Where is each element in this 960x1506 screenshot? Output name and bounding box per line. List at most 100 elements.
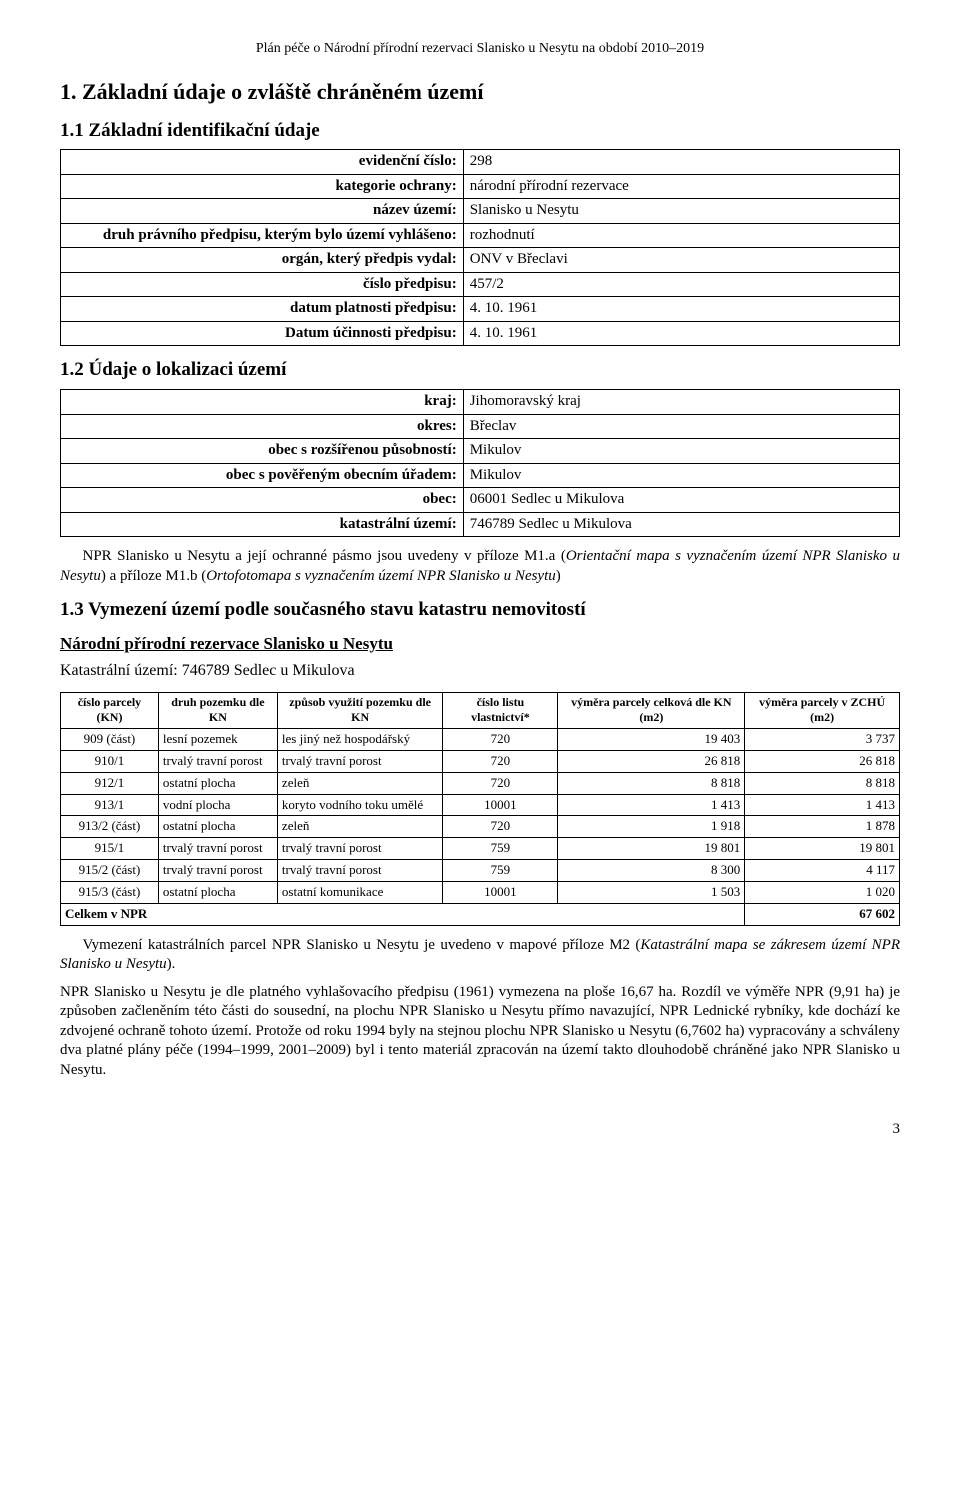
cell: vodní plocha xyxy=(158,794,277,816)
cell: 913/2 (část) xyxy=(61,816,159,838)
kv-value: 06001 Sedlec u Mikulova xyxy=(463,488,899,513)
paragraph-1-3-b: NPR Slanisko u Nesytu je dle platného vy… xyxy=(60,983,900,1081)
kv-key: okres: xyxy=(61,414,464,439)
table-row: orgán, který předpis vydal:ONV v Břeclav… xyxy=(61,248,900,273)
th-usage: způsob využití pozemku dle KN xyxy=(277,692,442,728)
kv-value: 457/2 xyxy=(463,272,899,297)
table-row: 913/1vodní plochakoryto vodního toku umě… xyxy=(61,794,900,816)
kv-value: Slanisko u Nesytu xyxy=(463,199,899,224)
paragraph-1-3-a: Vymezení katastrálních parcel NPR Slanis… xyxy=(60,936,900,975)
kv-value: národní přírodní rezervace xyxy=(463,174,899,199)
cell: 720 xyxy=(443,728,558,750)
table-identification: evidenční číslo:298kategorie ochrany:nár… xyxy=(60,149,900,346)
table-row: obec s pověřeným obecním úřadem:Mikulov xyxy=(61,463,900,488)
table-row: datum platnosti předpisu:4. 10. 1961 xyxy=(61,297,900,322)
section-1-title: 1. Základní údaje o zvláště chráněném úz… xyxy=(60,78,900,107)
th-area-zchu: výměra parcely v ZCHÚ (m2) xyxy=(745,692,900,728)
p12-text-d: Ortofotomapa s vyznačením území NPR Slan… xyxy=(206,568,556,584)
table-row: Datum účinnosti předpisu:4. 10. 1961 xyxy=(61,321,900,346)
cell: 910/1 xyxy=(61,750,159,772)
cell: zeleň xyxy=(277,772,442,794)
cell: 913/1 xyxy=(61,794,159,816)
table-row: kraj:Jihomoravský kraj xyxy=(61,390,900,415)
cell: trvalý travní porost xyxy=(277,750,442,772)
cell: 4 117 xyxy=(745,860,900,882)
cell: trvalý travní porost xyxy=(158,860,277,882)
table-row: 915/1trvalý travní porosttrvalý travní p… xyxy=(61,838,900,860)
cell: 909 (část) xyxy=(61,728,159,750)
kv-key: druh právního předpisu, kterým bylo územ… xyxy=(61,223,464,248)
cell: 759 xyxy=(443,860,558,882)
total-label: Celkem v NPR xyxy=(61,904,745,926)
table-parcels: číslo parcely (KN) druh pozemku dle KN z… xyxy=(60,692,900,926)
cell: 10001 xyxy=(443,794,558,816)
table-row: katastrální území:746789 Sedlec u Mikulo… xyxy=(61,512,900,537)
cell: ostatní plocha xyxy=(158,882,277,904)
p12-text-e: ) xyxy=(556,568,561,584)
document-header: Plán péče o Národní přírodní rezervaci S… xyxy=(60,40,900,58)
cell: 8 818 xyxy=(558,772,745,794)
kv-value: Břeclav xyxy=(463,414,899,439)
cell: 19 801 xyxy=(558,838,745,860)
kv-key: Datum účinnosti předpisu: xyxy=(61,321,464,346)
kv-value: rozhodnutí xyxy=(463,223,899,248)
table-row: 912/1ostatní plochazeleň7208 8188 818 xyxy=(61,772,900,794)
kv-value: Mikulov xyxy=(463,439,899,464)
kv-value: 746789 Sedlec u Mikulova xyxy=(463,512,899,537)
table-row: 915/3 (část)ostatní plochaostatní komuni… xyxy=(61,882,900,904)
table-row: druh právního předpisu, kterým bylo územ… xyxy=(61,223,900,248)
cell: 912/1 xyxy=(61,772,159,794)
table-row: obec s rozšířenou působností:Mikulov xyxy=(61,439,900,464)
table-row: 910/1trvalý travní porosttrvalý travní p… xyxy=(61,750,900,772)
kv-value: Jihomoravský kraj xyxy=(463,390,899,415)
table-row-total: Celkem v NPR67 602 xyxy=(61,904,900,926)
cell: 1 503 xyxy=(558,882,745,904)
p13-text-c: ). xyxy=(167,956,176,972)
page-number: 3 xyxy=(60,1120,900,1140)
cell: 3 737 xyxy=(745,728,900,750)
p13-text-a: Vymezení katastrálních parcel NPR Slanis… xyxy=(83,937,641,953)
section-1-3-title: 1.3 Vymezení území podle současného stav… xyxy=(60,598,900,623)
cell: 26 818 xyxy=(558,750,745,772)
cell: 1 413 xyxy=(745,794,900,816)
kv-value: 298 xyxy=(463,150,899,175)
cell: 759 xyxy=(443,838,558,860)
cell: les jiný než hospodářský xyxy=(277,728,442,750)
cell: lesní pozemek xyxy=(158,728,277,750)
kv-key: kraj: xyxy=(61,390,464,415)
cell: trvalý travní porost xyxy=(277,860,442,882)
cell: zeleň xyxy=(277,816,442,838)
cell: trvalý travní porost xyxy=(158,838,277,860)
cell: 1 413 xyxy=(558,794,745,816)
cell: 720 xyxy=(443,772,558,794)
cell: 8 300 xyxy=(558,860,745,882)
p12-text-a: NPR Slanisko u Nesytu a její ochranné pá… xyxy=(83,548,566,564)
cell: 8 818 xyxy=(745,772,900,794)
cell: 10001 xyxy=(443,882,558,904)
cell: ostatní komunikace xyxy=(277,882,442,904)
cell: 915/3 (část) xyxy=(61,882,159,904)
section-1-3-subtitle: Národní přírodní rezervace Slanisko u Ne… xyxy=(60,633,900,655)
kv-value: ONV v Břeclavi xyxy=(463,248,899,273)
cell: 1 918 xyxy=(558,816,745,838)
cell: 1 878 xyxy=(745,816,900,838)
cell: 720 xyxy=(443,750,558,772)
section-1-3-katastr: Katastrální území: 746789 Sedlec u Mikul… xyxy=(60,661,900,682)
kv-value: Mikulov xyxy=(463,463,899,488)
cell: 915/1 xyxy=(61,838,159,860)
section-1-1-title: 1.1 Základní identifikační údaje xyxy=(60,119,900,144)
cell: 19 801 xyxy=(745,838,900,860)
cell: koryto vodního toku umělé xyxy=(277,794,442,816)
kv-key: datum platnosti předpisu: xyxy=(61,297,464,322)
cell: 26 818 xyxy=(745,750,900,772)
kv-key: evidenční číslo: xyxy=(61,150,464,175)
kv-value: 4. 10. 1961 xyxy=(463,321,899,346)
kv-value: 4. 10. 1961 xyxy=(463,297,899,322)
total-value: 67 602 xyxy=(745,904,900,926)
kv-key: obec s rozšířenou působností: xyxy=(61,439,464,464)
p12-text-c: ) a příloze M1.b ( xyxy=(101,568,206,584)
cell: ostatní plocha xyxy=(158,816,277,838)
table-row: název území:Slanisko u Nesytu xyxy=(61,199,900,224)
table-row: 913/2 (část)ostatní plochazeleň7201 9181… xyxy=(61,816,900,838)
kv-key: kategorie ochrany: xyxy=(61,174,464,199)
